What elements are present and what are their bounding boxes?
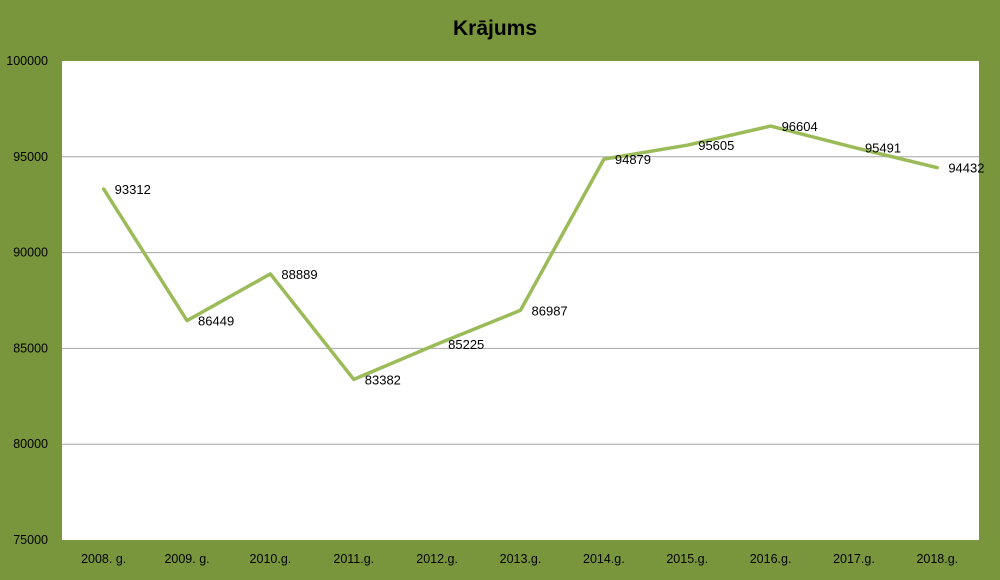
data-label: 95491 (865, 140, 901, 155)
x-tick-label: 2009. g. (164, 552, 209, 566)
y-tick-label: 90000 (13, 246, 48, 260)
data-label: 93312 (115, 182, 151, 197)
x-tick-label: 2010.g. (250, 552, 292, 566)
gridlines (62, 156, 979, 445)
data-label: 94432 (948, 161, 984, 176)
series-line (101, 124, 940, 382)
data-label: 85225 (448, 337, 484, 352)
chart-title: Krājums (453, 17, 537, 40)
x-tick-label: 2011.g. (333, 552, 374, 566)
data-label: 86987 (532, 303, 568, 318)
data-label: 94879 (615, 152, 651, 167)
x-axis-ticks: 2008. g. 2009. g. 2010.g. 2011.g. 2012.g. 201… (81, 552, 958, 566)
x-tick-label: 2012.g. (416, 552, 458, 566)
x-tick-label: 2018.g. (916, 552, 958, 566)
x-tick-label: 2015.g. (666, 552, 708, 566)
data-label: 96604 (782, 119, 818, 134)
x-tick-label: 2014.g. (583, 552, 625, 566)
data-labels: 93312 86449 88889 83382 85225 86987 94879 95605… (115, 119, 985, 387)
data-label: 88889 (281, 267, 317, 282)
series (101, 124, 940, 382)
x-tick-label: 2013.g. (500, 552, 542, 566)
y-tick-label: 95000 (13, 150, 48, 164)
data-label: 86449 (198, 314, 234, 329)
y-tick-label: 75000 (13, 533, 48, 547)
x-tick-label: 2016.g. (750, 552, 792, 566)
y-tick-label: 80000 (13, 437, 48, 451)
x-tick-label: 2017.g. (833, 552, 875, 566)
x-tick-label: 2008. g. (81, 552, 126, 566)
plot-area (62, 61, 979, 540)
y-tick-label: 100000 (6, 54, 48, 68)
y-tick-label: 85000 (13, 341, 48, 355)
data-label: 83382 (365, 372, 401, 387)
y-axis-ticks: 100000 95000 90000 85000 80000 75000 (6, 54, 48, 547)
data-label: 95605 (698, 138, 734, 153)
